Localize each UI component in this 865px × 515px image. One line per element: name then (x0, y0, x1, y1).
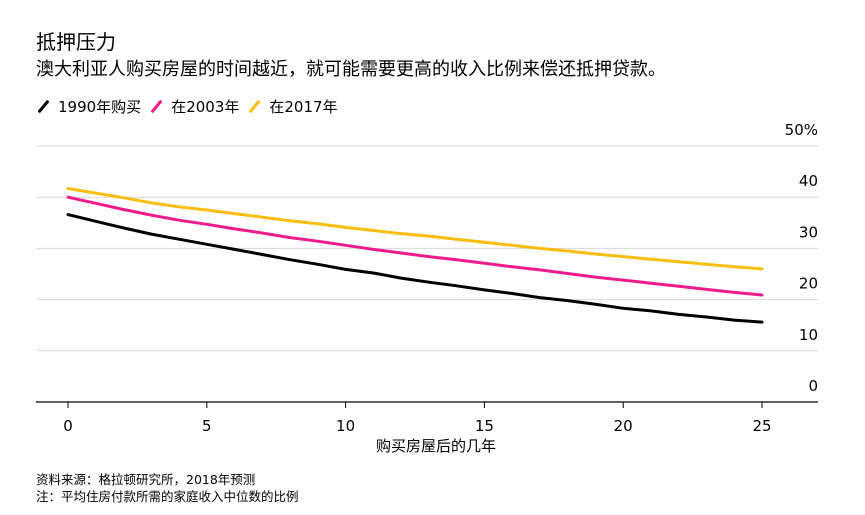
x-tick-label: 20 (614, 417, 633, 435)
x-tick-label: 0 (63, 417, 73, 435)
x-tick-labels: 0 5 10 15 20 25 (63, 402, 772, 435)
chart-subtitle: 澳大利亚人购买房屋的时间越近，就可能需要更高的收入比例来偿还抵押贷款。 (36, 59, 666, 80)
y-tick-label: 0 (808, 377, 818, 395)
legend: 1990年购买 在2003年 在2017年 (36, 96, 346, 116)
series-line-1 (66, 195, 764, 297)
chart-title: 抵押压力 (36, 30, 116, 54)
legend-label-2017: 在2017年 (269, 97, 338, 116)
x-tick-label: 25 (752, 417, 771, 435)
x-tick-label: 5 (202, 417, 212, 435)
x-tick-label: 15 (475, 417, 494, 435)
y-tick-label: 30 (799, 223, 818, 241)
source-note: 资料来源：格拉顿研究所，2018年预测 (36, 472, 256, 487)
y-tick-label: 40 (799, 172, 818, 190)
legend-item-1990: 1990年购买 (36, 96, 141, 117)
series-line-2 (66, 187, 764, 271)
y-tick-label: 50% (785, 121, 818, 139)
legend-label-1990: 1990年购买 (58, 97, 142, 116)
y-tick-label: 20 (799, 275, 818, 293)
x-axis-label: 购买房屋后的几年 (376, 437, 496, 455)
x-tick-label: 10 (336, 417, 355, 435)
legend-item-2003: 在2003年 (149, 96, 239, 117)
series-line-0 (66, 213, 764, 324)
footnote: 注：平均住房付款所需的家庭收入中位数的比例 (36, 489, 299, 504)
legend-item-2017: 在2017年 (247, 96, 337, 117)
y-tick-label: 10 (799, 326, 818, 344)
y-tick-labels: 0 10 20 30 40 50% (785, 121, 818, 395)
legend-label-2003: 在2003年 (171, 97, 240, 116)
series-lines (66, 187, 764, 324)
grid-lines (36, 145, 818, 403)
